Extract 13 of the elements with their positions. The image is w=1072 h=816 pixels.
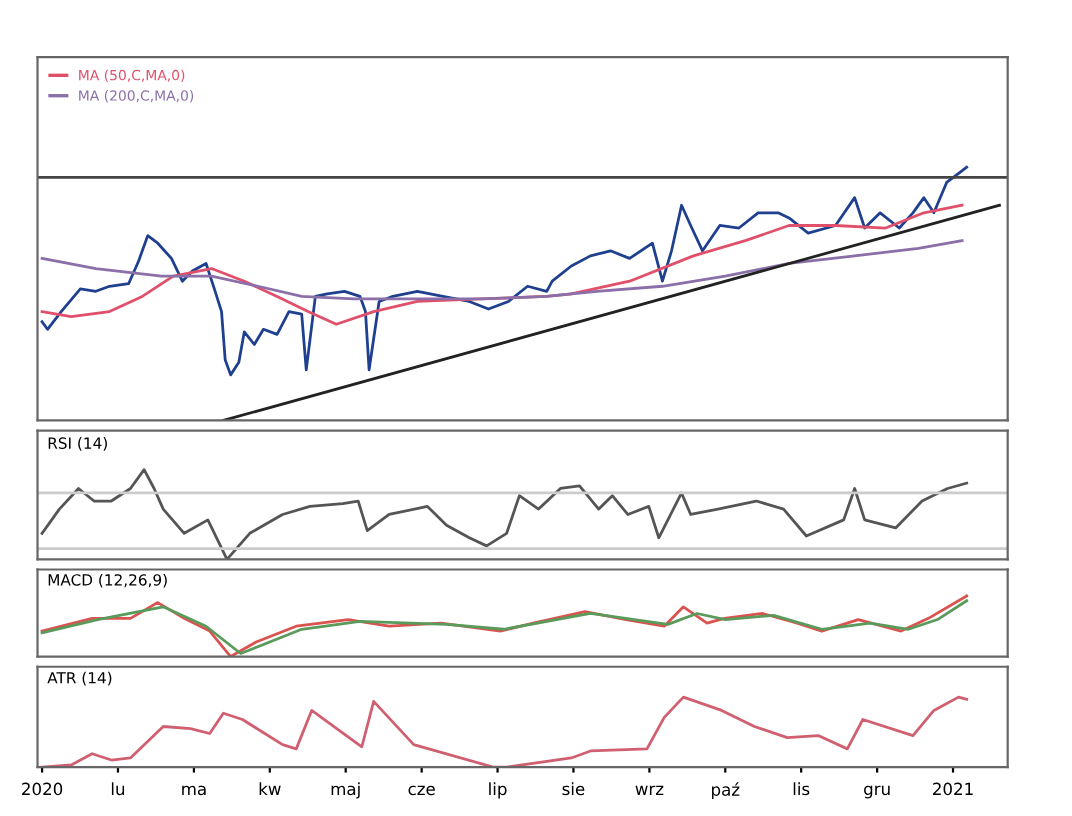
x-tick-label: lu bbox=[111, 782, 125, 796]
x-tick-label: cze bbox=[408, 785, 435, 796]
x-tick-label: wrz bbox=[635, 785, 664, 795]
x-tick-label: maj bbox=[331, 782, 360, 799]
x-tick-label: lip bbox=[489, 782, 507, 799]
x-tick-label: sie bbox=[562, 782, 585, 796]
x-tick-label: kw bbox=[259, 782, 281, 795]
x-tick-label: 2021 bbox=[933, 782, 973, 796]
x-tick-label: ma bbox=[182, 785, 206, 796]
x-tick-label: gru bbox=[864, 785, 890, 799]
x-tick-label: lis bbox=[793, 782, 810, 796]
x-tick-label: 2020 bbox=[22, 782, 63, 796]
x-tick-label: paź bbox=[712, 782, 740, 800]
